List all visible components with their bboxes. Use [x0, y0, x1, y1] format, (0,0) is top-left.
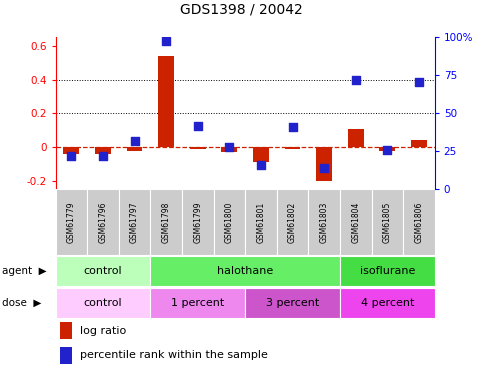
Bar: [253, 147, 269, 162]
Text: GSM61779: GSM61779: [67, 201, 76, 243]
Text: dose  ▶: dose ▶: [2, 298, 42, 308]
Bar: [190, 147, 206, 149]
Bar: [308, 189, 340, 255]
Text: GSM61805: GSM61805: [383, 201, 392, 243]
Bar: [87, 189, 119, 255]
Text: 4 percent: 4 percent: [361, 298, 414, 308]
Point: [162, 38, 170, 44]
Text: control: control: [84, 298, 122, 308]
Bar: [403, 189, 435, 255]
Point: [226, 144, 233, 150]
Text: GSM61800: GSM61800: [225, 201, 234, 243]
Text: halothane: halothane: [217, 266, 273, 276]
Point: [352, 77, 359, 83]
Text: control: control: [84, 266, 122, 276]
Text: GSM61798: GSM61798: [162, 201, 170, 243]
Bar: [56, 288, 150, 318]
Bar: [284, 147, 300, 149]
Point: [194, 123, 201, 129]
Text: percentile rank within the sample: percentile rank within the sample: [80, 350, 268, 360]
Text: GSM61796: GSM61796: [99, 201, 107, 243]
Bar: [63, 147, 79, 154]
Text: GSM61797: GSM61797: [130, 201, 139, 243]
Bar: [277, 189, 308, 255]
Bar: [56, 189, 87, 255]
Point: [289, 124, 297, 130]
Bar: [150, 189, 182, 255]
Point: [257, 162, 265, 168]
Bar: [95, 147, 111, 154]
Bar: [348, 129, 364, 147]
Text: GSM61802: GSM61802: [288, 202, 297, 243]
Text: GSM61801: GSM61801: [256, 202, 266, 243]
Bar: [127, 147, 142, 150]
Bar: [213, 189, 245, 255]
Text: GSM61806: GSM61806: [414, 201, 424, 243]
Bar: [221, 147, 237, 152]
Bar: [60, 322, 72, 339]
Text: agent  ▶: agent ▶: [2, 266, 47, 276]
Bar: [340, 256, 435, 286]
Bar: [316, 147, 332, 181]
Point: [320, 165, 328, 171]
Point: [415, 78, 423, 84]
Text: isoflurane: isoflurane: [360, 266, 415, 276]
Point: [99, 153, 107, 159]
Text: 1 percent: 1 percent: [171, 298, 224, 308]
Bar: [56, 256, 150, 286]
Text: GSM61799: GSM61799: [193, 201, 202, 243]
Text: GDS1398 / 20042: GDS1398 / 20042: [180, 2, 303, 16]
Bar: [411, 141, 427, 147]
Bar: [150, 288, 245, 318]
Bar: [340, 288, 435, 318]
Bar: [60, 346, 72, 364]
Text: GSM61804: GSM61804: [351, 201, 360, 243]
Bar: [245, 189, 277, 255]
Text: 3 percent: 3 percent: [266, 298, 319, 308]
Bar: [340, 189, 371, 255]
Bar: [380, 147, 395, 150]
Point: [384, 147, 391, 153]
Bar: [119, 189, 150, 255]
Bar: [371, 189, 403, 255]
Bar: [182, 189, 213, 255]
Bar: [245, 288, 340, 318]
Bar: [150, 256, 340, 286]
Point: [68, 153, 75, 159]
Text: GSM61803: GSM61803: [320, 201, 328, 243]
Bar: [158, 56, 174, 147]
Point: [131, 138, 139, 144]
Text: log ratio: log ratio: [80, 326, 126, 336]
